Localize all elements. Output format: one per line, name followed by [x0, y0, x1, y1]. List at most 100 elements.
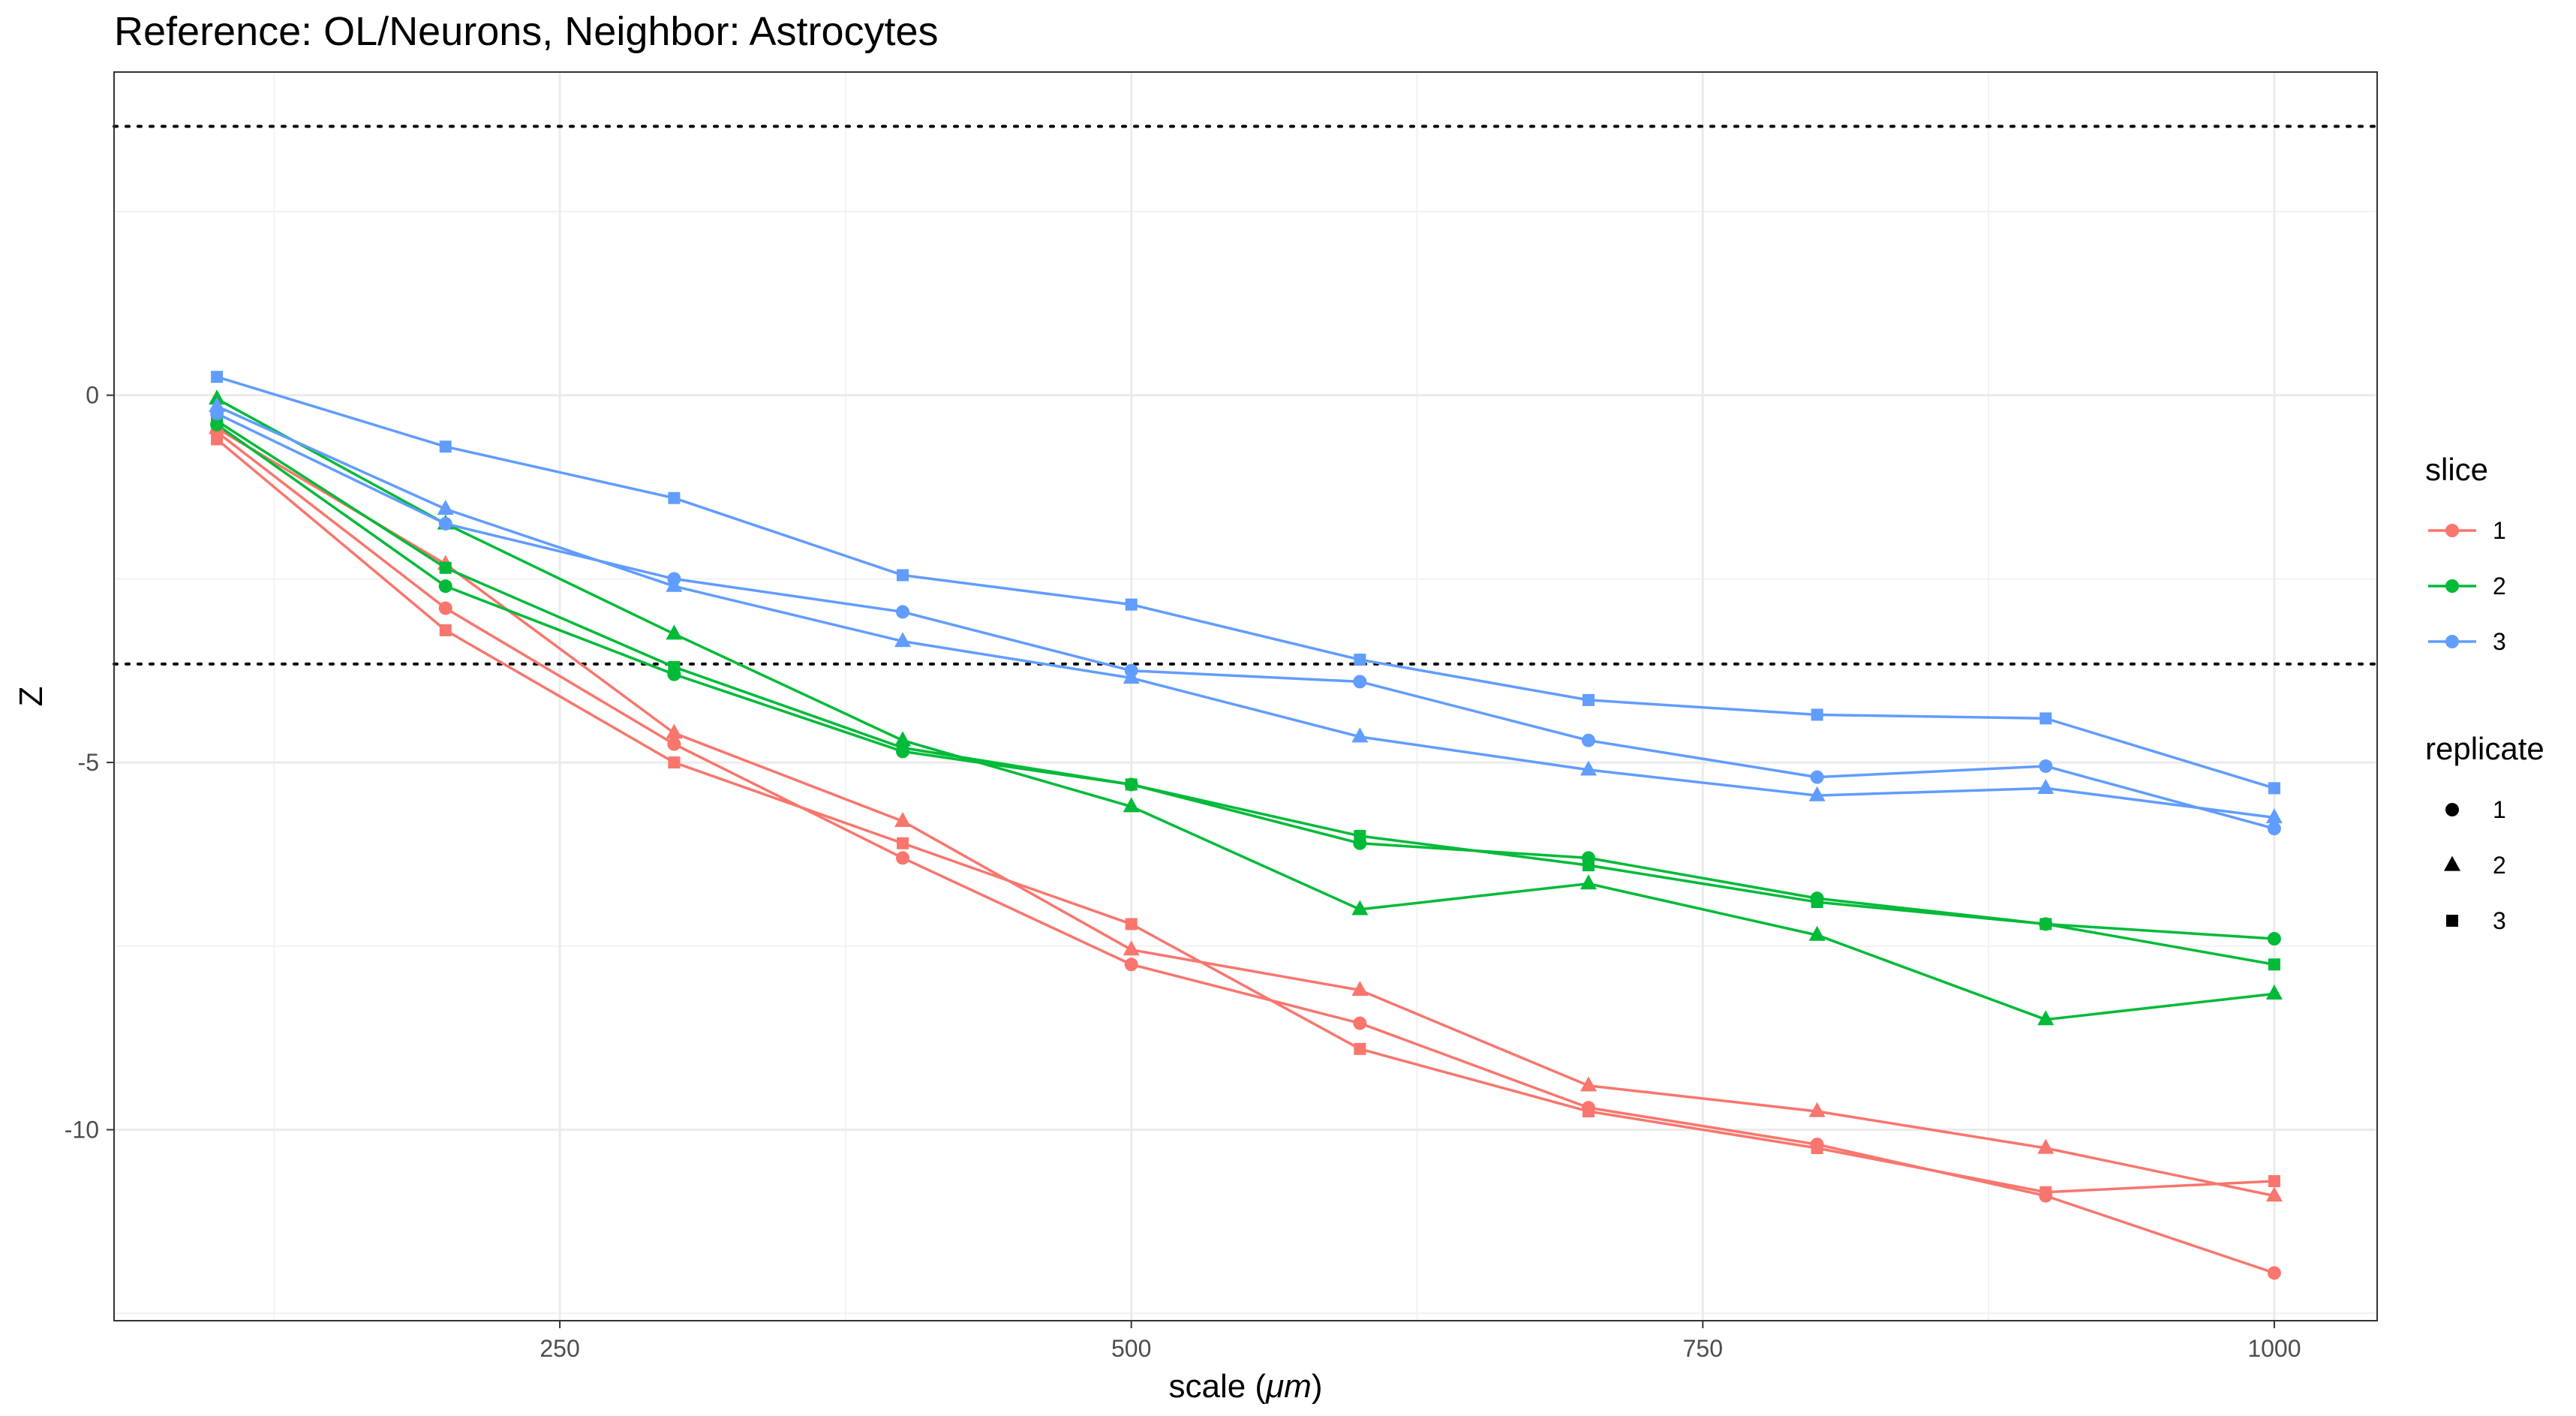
data-point-slice1-rep1 — [1124, 958, 1138, 972]
data-point-slice3-rep3 — [668, 492, 681, 504]
data-point-slice3-rep2 — [1123, 669, 1140, 684]
data-point-slice1-rep2 — [894, 812, 912, 827]
data-point-slice3-rep3 — [211, 371, 224, 383]
data-point-slice3-rep2 — [437, 500, 454, 515]
data-point-slice1-rep1 — [2267, 1266, 2281, 1280]
data-point-slice1-rep2 — [666, 723, 683, 739]
data-point-slice1-rep3 — [439, 624, 452, 636]
grid-minor — [114, 72, 2377, 1321]
data-point-slice3-rep2 — [209, 396, 226, 412]
grid-major — [114, 72, 2377, 1321]
data-point-slice2-rep3 — [1582, 859, 1595, 872]
data-point-slice3-rep2 — [894, 632, 912, 648]
series-points — [209, 371, 2283, 1280]
data-point-slice3-rep1 — [1581, 733, 1595, 747]
legend-replicate-key — [2444, 855, 2460, 871]
data-point-slice3-rep3 — [439, 440, 452, 453]
legend-slice-key-point — [2445, 524, 2459, 537]
data-point-slice1-rep1 — [1353, 1016, 1367, 1030]
x-axis: 250 500 750 1000 — [540, 1321, 2301, 1362]
data-point-slice3-rep2 — [1580, 760, 1597, 776]
data-point-slice1-rep3 — [2268, 1175, 2280, 1188]
series-line-slice2-rep1 — [216, 423, 2275, 940]
data-point-slice3-rep3 — [1582, 693, 1595, 706]
legend-slice: slice 1 2 3 — [2425, 452, 2506, 655]
data-point-slice3-rep3 — [897, 569, 909, 582]
series-line-slice3-rep3 — [216, 375, 2275, 790]
data-point-slice1-rep2 — [1123, 940, 1140, 956]
data-point-slice2-rep2 — [1808, 925, 1826, 941]
data-point-slice2-rep3 — [897, 741, 909, 754]
data-point-slice2-rep2 — [1351, 900, 1369, 915]
data-point-slice1-rep3 — [1582, 1105, 1595, 1118]
legend-replicate-key — [2446, 915, 2458, 927]
series-line-slice1-rep3 — [215, 438, 2274, 1194]
y-tick-label: 0 — [86, 382, 99, 409]
series-line-slice2-rep3 — [216, 419, 2275, 966]
x-axis-title: scale (μm) — [1168, 1368, 1322, 1405]
data-point-slice2-rep2 — [1123, 797, 1140, 813]
data-point-slice2-rep3 — [1811, 896, 1823, 909]
y-axis: 0 -5 -10 — [65, 382, 114, 1144]
data-point-slice2-rep3 — [668, 660, 681, 673]
data-point-slice3-rep1 — [1353, 675, 1367, 689]
y-tick-label: -10 — [65, 1117, 99, 1144]
x-tick-label: 500 — [1111, 1335, 1151, 1362]
data-point-slice1-rep2 — [1580, 1076, 1597, 1092]
y-axis-title: Z — [13, 687, 50, 707]
legend-replicate-key — [2445, 803, 2459, 816]
data-point-slice3-rep2 — [1351, 727, 1369, 743]
data-point-slice1-rep2 — [2037, 1138, 2054, 1154]
data-point-slice1-rep2 — [1808, 1102, 1826, 1117]
x-tick-label: 1000 — [2247, 1335, 2301, 1362]
data-point-slice2-rep1 — [438, 579, 452, 594]
data-point-slice3-rep1 — [2267, 822, 2281, 836]
data-point-slice3-rep3 — [2268, 782, 2280, 795]
data-point-slice1-rep1 — [667, 737, 681, 751]
data-point-slice2-rep2 — [2265, 985, 2283, 1000]
data-point-slice3-rep2 — [2037, 778, 2054, 794]
legend-replicate: replicate 1 2 3 — [2425, 731, 2544, 934]
data-point-slice3-rep3 — [1354, 654, 1366, 666]
data-point-slice1-rep1 — [438, 601, 452, 615]
data-point-slice1-rep1 — [896, 851, 910, 865]
legend-slice-title: slice — [2425, 452, 2488, 487]
data-point-slice1-rep3 — [897, 837, 909, 849]
legend-slice-key-point — [2445, 635, 2459, 648]
data-point-slice2-rep2 — [2037, 1010, 2054, 1026]
x-tick-label: 750 — [1683, 1335, 1723, 1362]
data-point-slice3-rep2 — [1808, 786, 1826, 801]
series-line-slice1-rep2 — [216, 427, 2275, 1198]
chart-title: Reference: OL/Neurons, Neighbor: Astrocy… — [114, 9, 939, 54]
data-point-slice1-rep3 — [1125, 918, 1138, 930]
data-point-slice1-rep3 — [1354, 1042, 1366, 1055]
data-point-slice1-rep2 — [1351, 981, 1369, 997]
data-point-slice1-rep3 — [1811, 1141, 1823, 1154]
data-point-slice2-rep3 — [1354, 829, 1366, 842]
x-tick-label: 250 — [540, 1335, 579, 1362]
data-point-slice3-rep2 — [666, 576, 683, 592]
data-point-slice1-rep3 — [668, 756, 681, 769]
plot-background — [114, 72, 2377, 1321]
legend-slice-key-point — [2445, 579, 2459, 593]
data-point-slice3-rep3 — [1125, 598, 1138, 611]
data-point-slice2-rep3 — [439, 561, 452, 574]
legend-slice-label: 2 — [2493, 573, 2506, 600]
data-point-slice3-rep3 — [1811, 708, 1823, 721]
data-point-slice2-rep1 — [2267, 932, 2281, 946]
data-point-slice2-rep3 — [2039, 918, 2052, 930]
legend-slice-label: 1 — [2493, 517, 2506, 544]
data-point-slice1-rep3 — [211, 433, 224, 446]
data-point-slice3-rep1 — [438, 516, 452, 531]
legend-replicate-title: replicate — [2425, 731, 2544, 766]
data-point-slice1-rep2 — [2265, 1186, 2283, 1202]
data-point-slice3-rep1 — [1810, 770, 1824, 784]
legend-slice-label: 3 — [2493, 628, 2506, 655]
legend-replicate-label: 1 — [2493, 796, 2506, 823]
data-point-slice3-rep1 — [2039, 759, 2053, 773]
reference-lines — [113, 125, 2379, 666]
series-lines — [215, 375, 2275, 1275]
data-point-slice3-rep1 — [896, 605, 910, 619]
data-point-slice3-rep2 — [2265, 808, 2283, 824]
